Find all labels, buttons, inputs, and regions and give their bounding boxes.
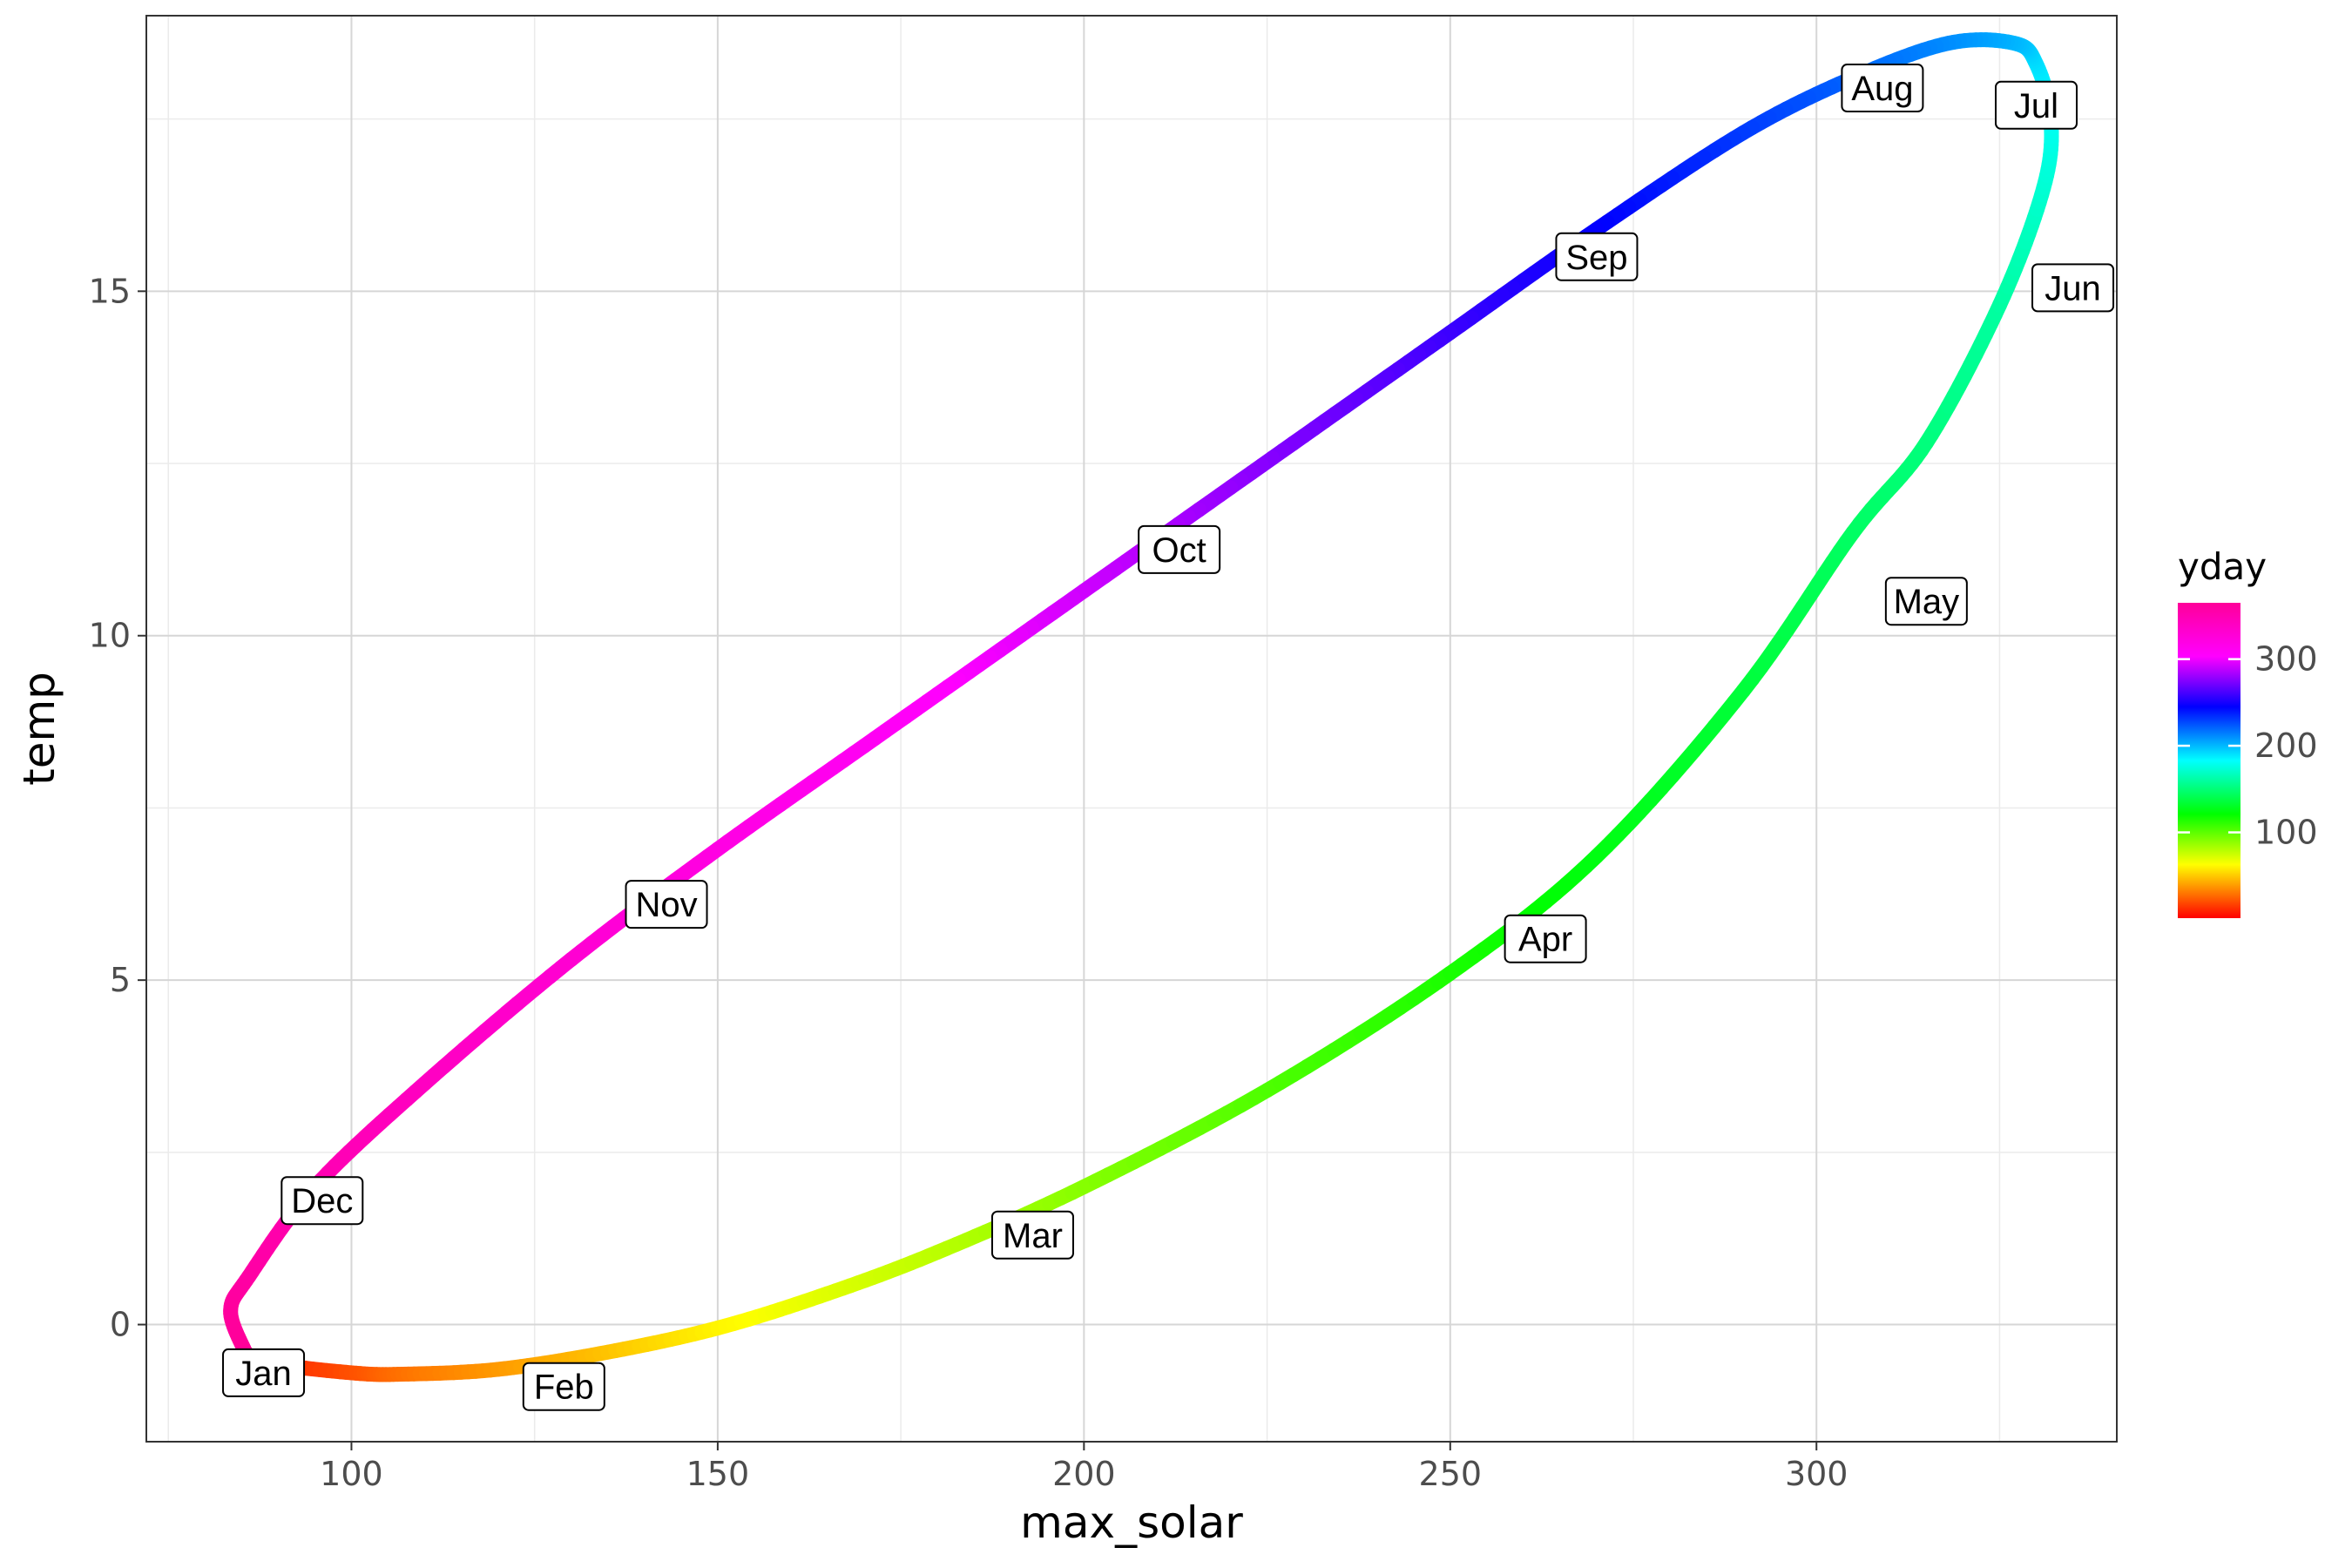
month-label-dec: Dec [280,1176,364,1226]
x-tick-label: 250 [1419,1455,1483,1493]
y-tick-label: 15 [89,272,131,310]
legend-title: yday [2178,545,2267,588]
data-curve [223,32,2059,1382]
y-axis-ticks: 0 5 10 15 [89,272,146,1344]
month-label-box [1995,80,2078,130]
month-label-sep: Sep [1555,232,1639,281]
month-label-apr: Apr [1504,914,1587,963]
month-label-jul: Jul [1995,80,2078,130]
month-label-text: Nov [635,886,697,924]
month-label-box [522,1362,605,1411]
month-label-box [222,1348,306,1397]
colorbar [2178,603,2240,918]
month-label-mar: Mar [990,1210,1074,1260]
month-label-text: Aug [1851,70,1913,108]
colorbar-tick-label: 300 [2254,640,2318,679]
colorbar-tick-label: 100 [2254,814,2318,852]
y-tick-label: 0 [110,1306,131,1344]
y-tick-label: 10 [89,617,131,655]
color-legend: yday 100 200 300 [2178,545,2318,918]
month-label-nov: Nov [625,880,708,929]
colorbar-tick-label: 200 [2254,727,2318,765]
y-tick-label: 5 [110,961,131,999]
x-tick-label: 150 [686,1455,750,1493]
month-label-text: Oct [1152,531,1206,570]
month-label-box [990,1210,1074,1260]
month-label-text: Jan [235,1355,292,1393]
month-label-text: Apr [1518,921,1572,959]
month-label-text: May [1894,583,1960,621]
month-label-aug: Aug [1841,64,1924,113]
major-grid [146,16,2117,1442]
month-label-may: May [1884,577,1968,626]
month-label-box [2031,263,2115,313]
month-labels: Jan Feb Mar Apr May Jun Jul Aug Sep Oct Nov Dec [222,64,2115,1411]
x-tick-label: 300 [1785,1455,1848,1493]
month-label-text: Jul [2014,87,2058,125]
month-label-text: Mar [1003,1217,1063,1255]
month-label-box [280,1176,364,1226]
month-label-text: Sep [1565,239,1627,277]
month-label-text: Jun [2044,269,2101,308]
x-tick-label: 100 [320,1455,383,1493]
x-axis-title: max_solar [1020,1497,1243,1548]
month-label-feb: Feb [522,1362,605,1411]
month-label-text: Feb [534,1369,594,1407]
month-label-oct: Oct [1138,524,1221,574]
month-label-jan: Jan [222,1348,306,1397]
minor-grid [146,16,2117,1442]
x-axis-ticks: 100 150 200 250 300 [320,1442,1848,1493]
month-label-box [625,880,708,929]
colorbar-ticks: 100 200 300 [2178,640,2318,852]
month-label-jun: Jun [2031,263,2115,313]
x-tick-label: 200 [1052,1455,1116,1493]
panel-border [145,15,2118,1443]
month-label-box [1555,232,1639,281]
month-label-text: Dec [291,1182,353,1220]
y-axis-title: temp [14,672,64,786]
month-label-box [1504,914,1587,963]
month-label-box [1884,577,1968,626]
month-label-box [1138,524,1221,574]
month-label-box [1841,64,1924,113]
